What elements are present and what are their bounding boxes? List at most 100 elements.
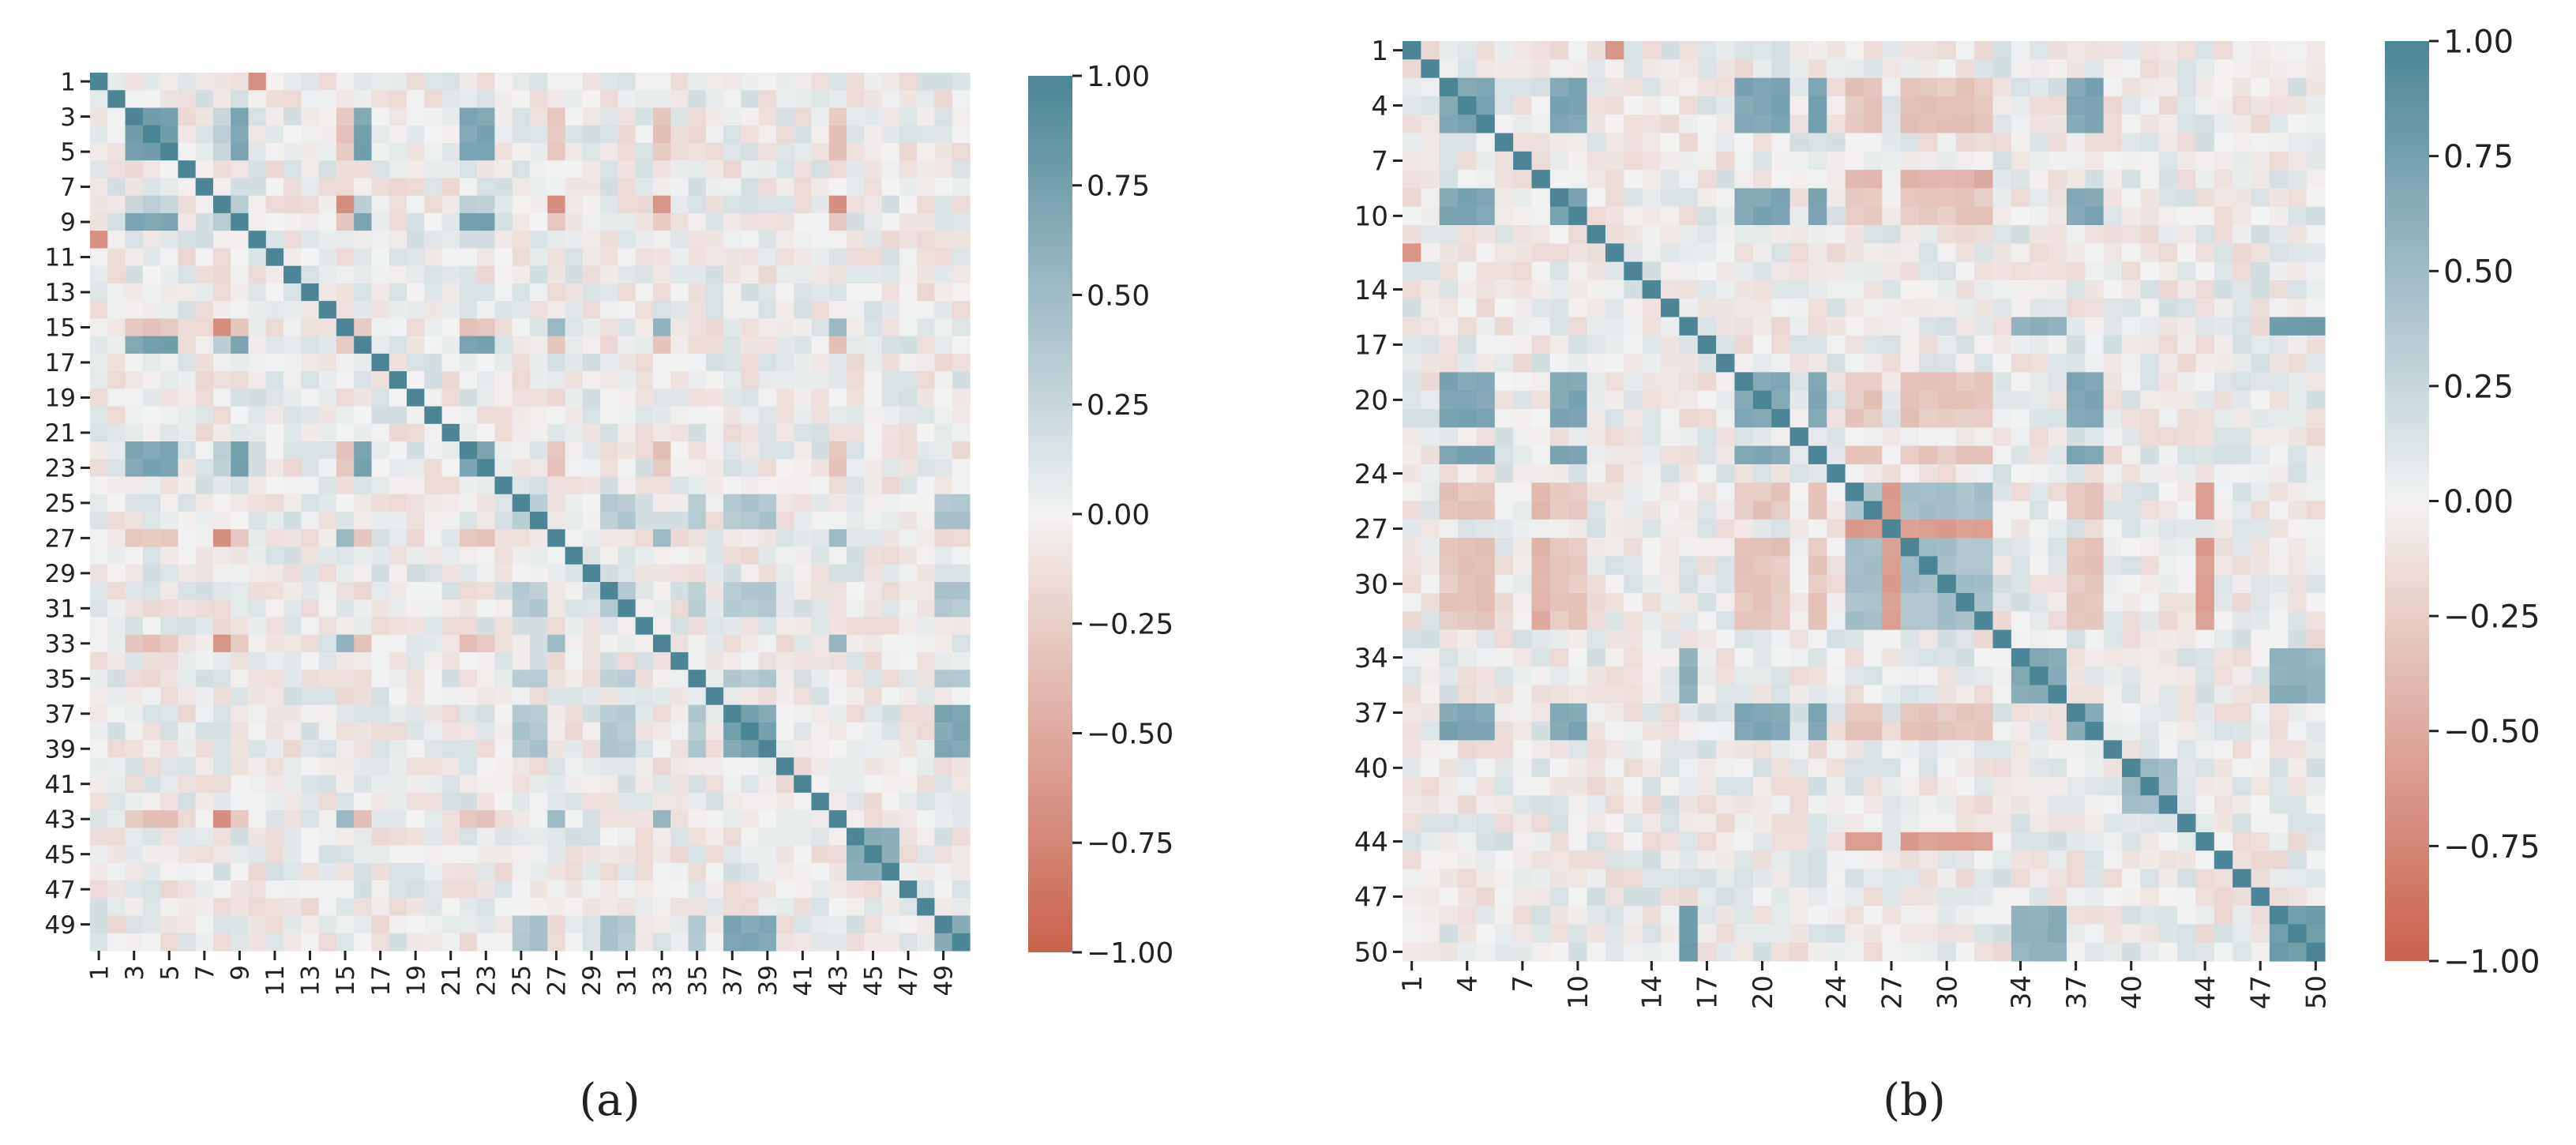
heatmap-cell xyxy=(160,389,178,407)
heatmap-cell xyxy=(107,915,126,934)
heatmap-cell xyxy=(336,371,355,389)
heatmap-cell xyxy=(2103,482,2123,502)
heatmap-cell xyxy=(459,142,478,161)
heatmap-cell xyxy=(318,529,337,548)
heatmap-cell xyxy=(371,423,390,442)
heatmap-cell xyxy=(934,564,953,583)
heatmap-cell xyxy=(1900,280,1920,299)
heatmap-cell xyxy=(125,212,144,231)
heatmap-cell xyxy=(231,529,250,548)
heatmap-cell xyxy=(2306,887,2326,907)
heatmap-cell xyxy=(2232,832,2252,851)
heatmap-cell xyxy=(635,265,654,284)
heatmap-cell xyxy=(90,687,108,706)
heatmap-cell xyxy=(775,634,794,653)
heatmap-cell xyxy=(1679,685,1699,704)
heatmap-cell xyxy=(336,704,355,723)
heatmap-cell xyxy=(1789,41,1809,60)
heatmap-cell xyxy=(952,353,971,372)
heatmap-cell xyxy=(336,90,355,109)
heatmap-cell xyxy=(1661,133,1680,152)
heatmap-cell xyxy=(1919,850,1939,870)
heatmap-cell xyxy=(547,90,566,109)
heatmap-cell xyxy=(301,898,320,917)
heatmap-cell xyxy=(1734,335,1754,355)
heatmap-cell xyxy=(2232,777,2252,796)
heatmap-cell xyxy=(2269,850,2289,870)
heatmap-cell xyxy=(301,915,320,934)
heatmap-cell xyxy=(811,301,830,319)
heatmap-cell xyxy=(407,459,425,478)
heatmap-cell xyxy=(424,178,443,197)
heatmap-cell xyxy=(899,546,918,565)
heatmap-cell xyxy=(828,512,847,530)
heatmap-cell xyxy=(265,283,284,302)
heatmap-cell xyxy=(1734,151,1754,171)
heatmap-cell xyxy=(775,142,794,161)
heatmap-cell xyxy=(1955,887,1975,907)
heatmap-cell xyxy=(178,73,197,91)
heatmap-cell xyxy=(441,810,460,828)
heatmap-cell xyxy=(2011,685,2030,704)
heatmap-cell xyxy=(2306,390,2326,410)
heatmap-cell xyxy=(1624,464,1643,483)
heatmap-cell xyxy=(2195,445,2215,465)
heatmap-cell xyxy=(1789,390,1809,410)
heatmap-cell xyxy=(354,933,373,952)
heatmap-cell xyxy=(600,740,618,758)
heatmap-cell xyxy=(2158,869,2178,888)
heatmap-cell xyxy=(2269,243,2289,263)
heatmap-cell xyxy=(371,704,390,723)
heatmap-cell xyxy=(1845,317,1864,336)
heatmap-cell xyxy=(2048,317,2067,336)
heatmap-cell xyxy=(705,178,724,197)
heatmap-cell xyxy=(1734,114,1754,134)
heatmap-cell xyxy=(565,933,584,952)
heatmap-cell xyxy=(2140,722,2160,741)
heatmap-cell xyxy=(2232,648,2252,667)
heatmap-cell xyxy=(1642,354,1662,373)
heatmap-cell xyxy=(2214,482,2233,502)
heatmap-cell xyxy=(2269,703,2289,723)
heatmap-cell xyxy=(899,862,918,881)
heatmap-cell xyxy=(1439,170,1459,189)
heatmap-cell xyxy=(407,231,425,249)
heatmap-cell xyxy=(864,73,883,91)
heatmap-cell xyxy=(1992,151,2012,171)
heatmap-cell xyxy=(336,757,355,776)
heatmap-cell xyxy=(1531,372,1551,392)
heatmap-cell xyxy=(1882,464,1902,483)
heatmap-cell xyxy=(1605,151,1624,171)
heatmap-cell xyxy=(2269,869,2289,888)
heatmap-cell xyxy=(160,73,178,91)
heatmap-cell xyxy=(301,212,320,231)
heatmap-cell xyxy=(1716,243,1736,263)
heatmap-cell xyxy=(512,898,531,917)
heatmap-cell xyxy=(512,318,531,337)
heatmap-cell xyxy=(1789,777,1809,796)
heatmap-cell xyxy=(195,231,214,249)
heatmap-cell xyxy=(1937,225,1957,244)
heatmap-cell xyxy=(1716,354,1736,373)
heatmap-cell xyxy=(2048,740,2067,760)
heatmap-cell xyxy=(1476,225,1496,244)
heatmap-cell xyxy=(265,845,284,864)
heatmap-cell xyxy=(1458,317,1478,336)
heatmap-cell xyxy=(899,512,918,530)
heatmap-cell xyxy=(2232,77,2252,97)
heatmap-cell xyxy=(318,125,337,144)
heatmap-cell xyxy=(284,634,302,653)
heatmap-cell xyxy=(336,687,355,706)
heatmap-cell xyxy=(618,792,636,811)
heatmap-cell xyxy=(652,265,671,284)
heatmap-cell xyxy=(547,107,566,126)
heatmap-cell xyxy=(1513,685,1533,704)
heatmap-cell xyxy=(917,90,936,109)
heatmap-cell xyxy=(125,915,144,934)
heatmap-cell xyxy=(741,459,760,478)
heatmap-cell xyxy=(600,336,618,355)
heatmap-cell xyxy=(336,792,355,811)
heatmap-cell xyxy=(494,651,513,670)
heatmap-cell xyxy=(318,178,337,197)
heatmap-cell xyxy=(758,353,777,372)
